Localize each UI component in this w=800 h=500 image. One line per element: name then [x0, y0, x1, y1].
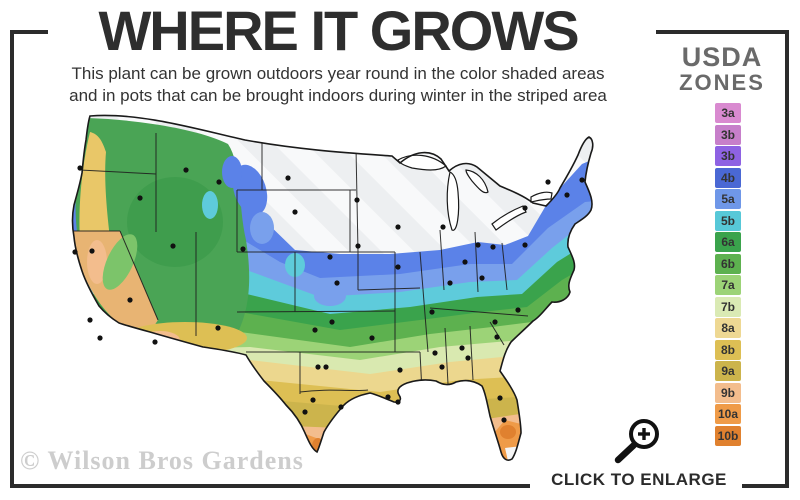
city-marker-dot [323, 364, 329, 370]
state-borders [72, 133, 529, 394]
city-marker-dot [240, 246, 246, 252]
city-marker-dot [97, 335, 103, 341]
city-marker-dot [494, 334, 500, 340]
city-marker-dot [302, 409, 308, 415]
legend-zone-list: 3a 3b 3b 4b 5a 5b 6a 6b 7a 7b 8a 8b 9a 9b 10a 10b [715, 103, 741, 446]
city-marker-dot [522, 205, 528, 211]
city-marker-dot [579, 177, 585, 183]
usda-zones-legend-title: USDA ZONES [658, 44, 786, 95]
legend-zone-5b: 5b [715, 210, 741, 231]
city-marker-dot [479, 275, 485, 281]
city-marker-dot [312, 327, 318, 333]
city-marker-dot [285, 175, 291, 181]
legend-zone-6b: 6b [715, 253, 741, 274]
header: WHERE IT GROWS This plant can be grown o… [20, 0, 656, 107]
city-marker-dot [215, 325, 221, 331]
city-marker-dot [522, 242, 528, 248]
city-marker-dot [492, 319, 498, 325]
subtitle-line-1: This plant can be grown outdoors year ro… [71, 64, 605, 84]
city-marker-dot [515, 307, 521, 313]
city-marker-dot [329, 319, 335, 325]
legend-title-zones: ZONES [679, 70, 765, 95]
legend-zone-8a: 8a [715, 318, 741, 338]
frame-border-bottom-left [10, 484, 530, 488]
magnifier-plus-icon [614, 419, 659, 464]
click-to-enlarge-label: CLICK TO ENLARGE [551, 470, 727, 489]
city-marker-dot [315, 364, 321, 370]
legend-title-usda: USDA [681, 42, 763, 72]
city-marker-dot [440, 224, 446, 230]
city-marker-dot [459, 345, 465, 351]
city-marker-dot [354, 197, 360, 203]
legend-zone-3a: 3a [715, 103, 741, 123]
legend-zone-3b: 3b [715, 124, 741, 145]
page-title: WHERE IT GROWS [98, 0, 579, 62]
city-marker-dot [429, 309, 435, 315]
city-marker-dot [462, 259, 468, 265]
city-marker-dot [501, 417, 507, 423]
frame-border-right [785, 30, 789, 488]
city-marker-dot [216, 179, 222, 185]
city-marker-dot [137, 195, 143, 201]
city-marker-dot [310, 397, 316, 403]
city-marker-dot [475, 242, 481, 248]
click-to-enlarge-button[interactable]: CLICK TO ENLARGE [538, 416, 740, 490]
city-marker-dot [447, 280, 453, 286]
city-marker-dot [545, 179, 551, 185]
city-marker-dot [77, 165, 83, 171]
city-marker-dot [395, 399, 401, 405]
city-marker-dot [72, 249, 78, 255]
city-marker-dot [89, 248, 95, 254]
legend-zone-7a: 7a [715, 275, 741, 295]
legend-zone-5a: 5a [715, 189, 741, 209]
legend-zone-6a: 6a [715, 232, 741, 252]
legend-zone-10a: 10a [715, 404, 741, 424]
legend-zone-4b: 4b [715, 167, 741, 188]
city-marker-dot [355, 243, 361, 249]
city-marker-dot [183, 167, 189, 173]
city-marker-dot [127, 297, 133, 303]
city-marker-dot [432, 350, 438, 356]
city-marker-dot [334, 280, 340, 286]
city-marker-dot [564, 192, 570, 198]
legend-zone-9a: 9a [715, 361, 741, 381]
legend-zone-8b: 8b [715, 339, 741, 360]
city-marker-dot [497, 395, 503, 401]
legend-zone-7b: 7b [715, 296, 741, 317]
city-marker-dot [170, 243, 176, 249]
watermark: © Wilson Bros Gardens [20, 446, 304, 475]
city-marker-dot [327, 254, 333, 260]
city-marker-dot [338, 404, 344, 410]
city-marker-dot [439, 364, 445, 370]
legend-zone-3b: 3b [715, 146, 741, 166]
frame-border-top-left [10, 30, 48, 34]
city-marker-dot [385, 394, 391, 400]
city-marker-dot [465, 355, 471, 361]
great-lakes [397, 154, 553, 231]
city-marker-dot [395, 264, 401, 270]
city-marker-dot [490, 244, 496, 250]
city-marker-dot [395, 224, 401, 230]
subtitle-line-2: and in pots that can be brought indoors … [69, 86, 607, 106]
city-marker-dot [152, 339, 158, 345]
frame-border-left [10, 30, 14, 488]
legend-zone-9b: 9b [715, 382, 741, 403]
city-marker-dot [292, 209, 298, 215]
city-markers [72, 165, 585, 423]
city-marker-dot [397, 367, 403, 373]
city-marker-dot [87, 317, 93, 323]
us-outline [71, 114, 594, 461]
legend-zone-10b: 10b [715, 425, 741, 446]
frame-border-top-right [656, 30, 789, 34]
city-marker-dot [369, 335, 375, 341]
frame-border-bottom-right [742, 484, 789, 488]
